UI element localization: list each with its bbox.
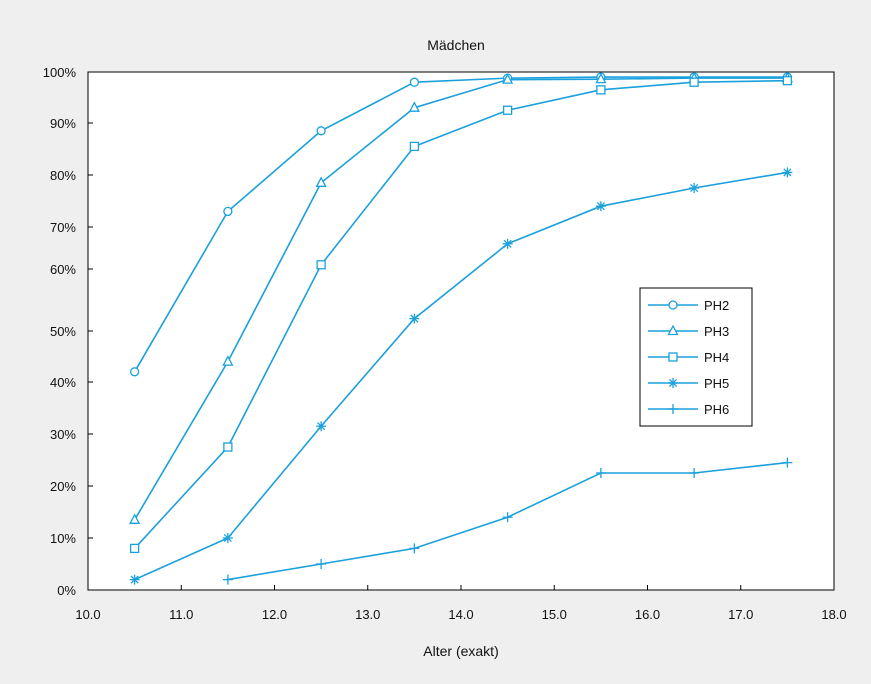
y-tick-label: 100% — [43, 65, 77, 80]
x-tick-label: 14.0 — [448, 607, 473, 622]
legend-label: PH3 — [704, 324, 729, 339]
series-line — [133, 77, 788, 521]
y-tick-label: 50% — [50, 324, 76, 339]
series-group — [129, 71, 793, 585]
data-point — [129, 574, 140, 585]
y-tick-label: 10% — [50, 531, 76, 546]
x-axis: 10.0 11.0 12.0 13.0 14.0 15.0 16.0 17.0 18.0 — [75, 585, 847, 622]
data-point — [782, 457, 793, 468]
data-point — [316, 559, 327, 569]
x-tick-label: 16.0 — [635, 607, 660, 622]
data-point — [668, 404, 678, 414]
series-line — [134, 171, 788, 581]
legend-label: PH5 — [704, 376, 729, 391]
legend-item: PH2 — [648, 298, 729, 313]
y-tick-label: 40% — [50, 375, 76, 390]
data-point — [668, 352, 678, 362]
x-tick-label: 11.0 — [169, 607, 193, 622]
legend-item: PH4 — [648, 350, 729, 365]
data-point — [222, 533, 233, 543]
x-axis-label: Alter (exakt) — [423, 643, 498, 659]
y-axis: 0% 10% 20% 30% 40% 50% 60% 70% 80% 90% 100% — [43, 65, 93, 598]
data-point — [222, 574, 233, 585]
y-tick-label: 0% — [57, 583, 76, 598]
legend-item: PH6 — [648, 402, 729, 417]
data-point — [595, 201, 606, 212]
legend: PH2 PH3 PH4 PH5 PH6 — [639, 287, 753, 427]
data-point — [315, 176, 327, 187]
data-point — [668, 300, 678, 310]
y-tick-label: 20% — [50, 479, 76, 494]
chart-title: Mädchen — [427, 37, 485, 53]
data-point — [502, 238, 513, 249]
data-point — [409, 543, 420, 554]
data-point — [223, 206, 233, 217]
y-tick-label: 80% — [50, 168, 76, 183]
data-point — [782, 167, 793, 178]
data-point — [668, 378, 678, 388]
x-tick-label: 17.0 — [728, 607, 753, 622]
data-point — [689, 468, 700, 478]
x-tick-label: 10.0 — [75, 607, 100, 622]
data-point — [409, 141, 420, 152]
y-tick-label: 30% — [50, 427, 76, 442]
legend-label: PH2 — [704, 298, 729, 313]
data-point — [409, 77, 420, 87]
series-line — [133, 76, 788, 373]
y-tick-label: 70% — [50, 220, 76, 235]
x-tick-label: 12.0 — [262, 607, 287, 622]
series-line — [134, 79, 788, 549]
data-point — [129, 513, 141, 524]
y-tick-label: 90% — [50, 116, 76, 131]
data-point — [782, 76, 793, 86]
data-point — [502, 73, 514, 84]
data-point — [129, 367, 140, 377]
data-point — [316, 421, 327, 432]
legend-item: PH5 — [648, 376, 729, 391]
data-point — [223, 442, 233, 452]
y-tick-label: 60% — [50, 262, 76, 277]
series-ph6 — [222, 457, 793, 585]
data-point — [596, 85, 606, 95]
data-point — [595, 468, 606, 478]
data-point — [667, 324, 679, 336]
data-point — [689, 183, 700, 193]
data-point — [595, 72, 607, 84]
data-point — [316, 126, 326, 136]
data-point — [408, 101, 420, 112]
legend-label: PH6 — [704, 402, 729, 417]
data-point — [502, 105, 513, 115]
legend-item: PH3 — [648, 324, 729, 339]
data-point — [409, 313, 420, 324]
x-tick-label: 18.0 — [821, 607, 846, 622]
series-ph5 — [129, 167, 793, 585]
data-point — [502, 512, 513, 523]
data-point — [316, 260, 326, 270]
data-point — [222, 355, 234, 366]
series-ph4 — [129, 76, 793, 554]
data-point — [129, 543, 140, 554]
data-point — [689, 77, 699, 87]
x-tick-label: 13.0 — [355, 607, 380, 622]
legend-label: PH4 — [704, 350, 729, 365]
x-tick-label: 15.0 — [542, 607, 567, 622]
